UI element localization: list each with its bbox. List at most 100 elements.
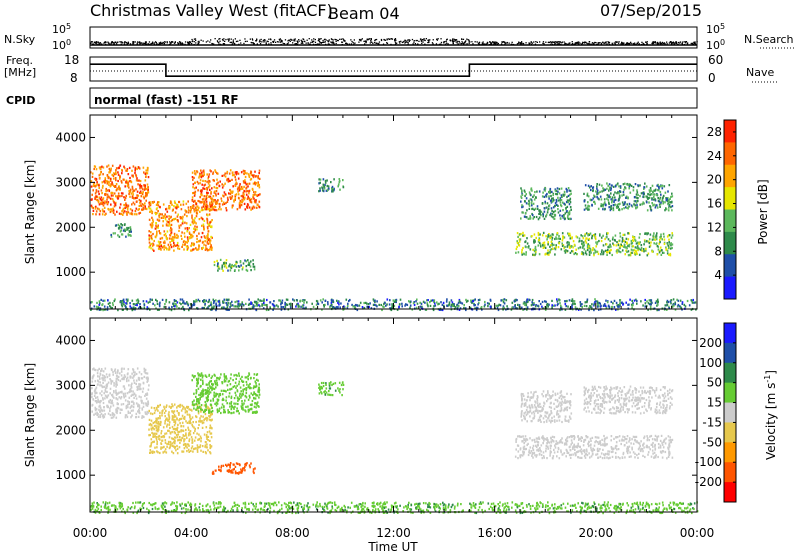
colorbar-segment [724, 120, 736, 143]
heatmap-cell [177, 213, 179, 216]
heatmap-cell [106, 174, 109, 177]
heatmap-cell [209, 169, 211, 172]
heatmap-cell [227, 308, 229, 311]
heatmap-cell [302, 307, 304, 310]
heatmap-cell [155, 213, 157, 216]
heatmap-cell [208, 298, 211, 301]
heatmap-cell [158, 242, 161, 246]
nsky-point [391, 38, 393, 40]
nsky-point [332, 41, 334, 43]
heatmap-cell [618, 239, 621, 242]
heatmap-cell [200, 193, 202, 196]
heatmap-cell [192, 222, 195, 225]
heatmap-cell [318, 178, 320, 181]
heatmap-cell [569, 244, 571, 247]
heatmap-cell [564, 251, 567, 254]
heatmap-cell [202, 205, 205, 208]
heatmap-cell [584, 184, 587, 187]
nsky-point [568, 43, 570, 45]
nsky-point [382, 43, 385, 45]
heatmap-cell [333, 306, 336, 309]
heatmap-cell [356, 304, 359, 307]
nsky-point [452, 42, 454, 45]
heatmap-cell [448, 301, 451, 304]
heatmap-cell [583, 248, 586, 251]
nsky-point [320, 38, 322, 40]
heatmap-cell [525, 202, 528, 205]
heatmap-cell [558, 298, 560, 301]
heatmap-cell [648, 193, 650, 196]
heatmap-cell [234, 198, 236, 201]
heatmap-cell [649, 244, 652, 247]
heatmap-cell [626, 203, 628, 206]
heatmap-cell [512, 306, 514, 309]
freq-tick-bottom: 8 [70, 71, 78, 85]
heatmap-cell [201, 247, 203, 251]
heatmap-cell [158, 303, 161, 306]
nsky-point [162, 41, 164, 44]
nsky-point [224, 40, 226, 42]
heatmap-cell [598, 198, 600, 201]
heatmap-cell [372, 303, 375, 306]
heatmap-cell [331, 188, 333, 191]
heatmap-cell [604, 304, 607, 307]
heatmap-cell [148, 238, 151, 241]
heatmap-cell [115, 189, 118, 192]
heatmap-cell [563, 214, 565, 217]
nsky-point [253, 43, 255, 45]
nsky-point [556, 42, 558, 44]
heatmap-cell [206, 193, 208, 196]
heatmap-cell [627, 207, 629, 210]
nsky-point [160, 41, 162, 43]
nsky-point [496, 43, 498, 45]
heatmap-cell [202, 300, 204, 303]
heatmap-cell [118, 212, 121, 215]
heatmap-cell [133, 303, 135, 306]
heatmap-cell [254, 170, 256, 173]
heatmap-cell [94, 165, 97, 168]
heatmap-cell [99, 166, 102, 169]
heatmap-cell [136, 200, 138, 203]
heatmap-cell [640, 244, 643, 247]
heatmap-cell [250, 173, 253, 177]
heatmap-cell [100, 384, 103, 387]
nsky-point [284, 39, 287, 41]
heatmap-cell [198, 176, 200, 179]
nsky-point [294, 43, 296, 45]
heatmap-cell [380, 303, 382, 307]
heatmap-cell [346, 307, 349, 310]
heatmap-cell [602, 253, 604, 256]
heatmap-cell [556, 232, 559, 235]
heatmap-cell [574, 252, 577, 255]
heatmap-cell [580, 234, 582, 237]
heatmap-cell [589, 247, 592, 250]
heatmap-cell [586, 192, 589, 195]
heatmap-cell [516, 232, 519, 235]
nsky-point [413, 40, 415, 42]
heatmap-cell [630, 204, 633, 207]
heatmap-cell [201, 194, 203, 197]
heatmap-cell [92, 375, 94, 378]
heatmap-cell [674, 308, 677, 311]
heatmap-cell [227, 299, 229, 302]
nsky-point [307, 42, 310, 44]
heatmap-cell [212, 198, 215, 201]
nsky-point [465, 40, 467, 42]
heatmap-cell [473, 302, 475, 306]
heatmap-cell [415, 300, 417, 303]
nsky-point [440, 41, 443, 44]
heatmap-cell [223, 301, 225, 304]
heatmap-cell [177, 220, 179, 223]
heatmap-cell [221, 183, 223, 186]
heatmap-cell [670, 244, 672, 247]
heatmap-cell [128, 401, 130, 404]
heatmap-cell [668, 305, 670, 308]
nsky-point [232, 40, 234, 43]
heatmap-cell [617, 304, 620, 307]
heatmap-cell [521, 306, 523, 309]
heatmap-cell [198, 200, 201, 203]
nsky-point [255, 40, 257, 42]
heatmap-cell [181, 237, 183, 240]
heatmap-cell [231, 300, 233, 303]
heatmap-cell [104, 379, 106, 382]
